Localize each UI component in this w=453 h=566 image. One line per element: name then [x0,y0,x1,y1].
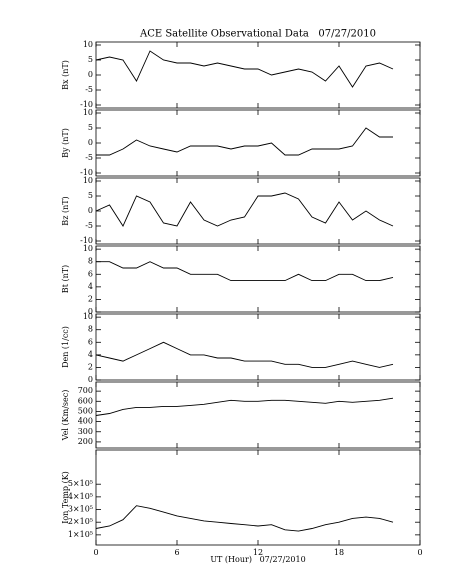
y-tick-label: 0 [88,138,93,147]
y-tick-label: -10 [80,168,93,177]
data-line [96,127,393,156]
x-tick-label: 18 [334,548,344,557]
y-tick-label: 400 [78,417,93,426]
y-tick-label: 10 [83,108,93,117]
y-tick-label: 6 [88,269,93,278]
y-tick-label: 1×10⁵ [68,530,93,539]
y-tick-label: 200 [78,437,93,446]
y-tick-label: 4×10⁵ [68,492,93,501]
x-axis-label: UT (Hour) 07/27/2010 [210,555,305,564]
y-tick-label: 8 [88,257,93,266]
y-tick-label: 5 [88,123,93,132]
data-line [95,397,394,416]
y-tick-label: 2 [88,294,93,303]
y-tick-label: -5 [85,221,93,230]
y-tick-label: 8 [88,325,93,334]
data-line [95,341,394,368]
data-line [95,50,394,88]
y-axis-label: By (nT) [61,128,70,158]
y-tick-label: 0 [88,307,93,316]
y-tick-label: -10 [80,100,93,109]
y-tick-label: 5×10⁵ [68,479,93,488]
y-tick-label: 0 [88,375,93,384]
y-axis-label: Vel (Km/sec) [61,390,70,442]
x-tick-label: 6 [174,548,179,557]
y-axis-label: Den (1/cc) [61,326,70,368]
x-tick-label: 12 [253,548,263,557]
y-tick-label: 4 [88,282,93,291]
y-tick-label: 2 [88,362,93,371]
data-line [95,192,394,227]
y-tick-label: 0 [88,206,93,215]
chart-title: ACE Satellite Observational Data 07/27/2… [139,29,376,40]
y-tick-label: 0 [88,70,93,79]
y-tick-label: 3×10⁵ [68,505,93,514]
y-tick-label: 300 [78,427,93,436]
y-tick-label: 500 [78,406,93,415]
data-line [95,505,394,532]
y-tick-label: 5 [88,191,93,200]
y-tick-label: 600 [78,396,93,405]
y-tick-label: 4 [88,350,93,359]
y-tick-label: 10 [83,176,93,185]
y-tick-label: 700 [78,386,93,395]
y-tick-label: -5 [85,153,93,162]
y-tick-label: 10 [83,244,93,253]
y-axis-label: Bt (nT) [61,265,70,293]
y-tick-label: -5 [85,85,93,94]
y-tick-label: 10 [83,312,93,321]
data-line [96,261,394,282]
y-tick-label: -10 [80,236,93,245]
y-axis-label: Bx (nT) [61,60,70,90]
y-axis-label: Ion Temp (K) [61,471,70,524]
y-tick-label: 2×10⁵ [68,517,93,526]
y-tick-label: 6 [88,337,93,346]
y-axis-label: Bz (nT) [61,196,70,225]
y-tick-label: 5 [88,55,93,64]
x-tick-label: 0 [93,548,98,557]
x-tick-label: 0 [417,548,422,557]
y-tick-label: 10 [83,40,93,49]
